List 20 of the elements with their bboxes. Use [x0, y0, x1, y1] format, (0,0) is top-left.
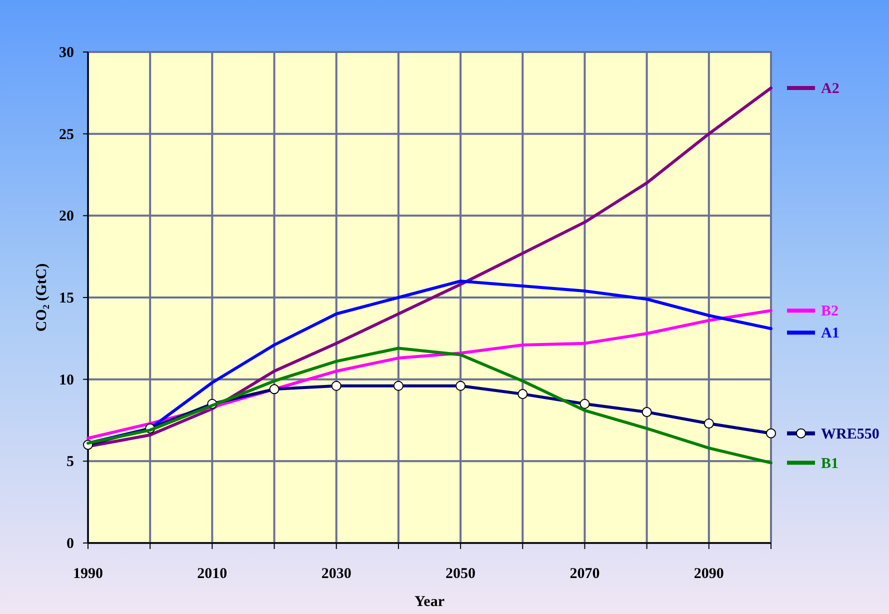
x-axis-title: Year [414, 594, 445, 610]
x-tick-label: 2090 [694, 566, 724, 582]
legend-label: WRE550 [821, 426, 880, 442]
y-tick-label: 20 [59, 208, 74, 225]
y-tick-label: 30 [59, 45, 74, 61]
y-tick-label: 10 [59, 372, 74, 388]
x-tick-label: 2070 [570, 566, 600, 582]
legend-label: B2 [821, 304, 839, 320]
y-tick-label: 5 [66, 454, 74, 470]
x-tick-label: 2030 [321, 566, 352, 582]
x-tick-label: 1990 [73, 566, 103, 582]
y-tick-label: 25 [59, 126, 74, 143]
y-tick-label: 15 [59, 290, 74, 306]
y-axis-title: CO₂ (GtC) [34, 263, 50, 332]
y-tick-label: 0 [66, 536, 74, 552]
legend-label: A1 [821, 326, 840, 342]
legend-label: A2 [821, 81, 840, 98]
legend-label: B1 [821, 456, 839, 472]
x-tick-label: 2010 [197, 566, 228, 582]
x-tick-label: 2050 [446, 566, 476, 582]
